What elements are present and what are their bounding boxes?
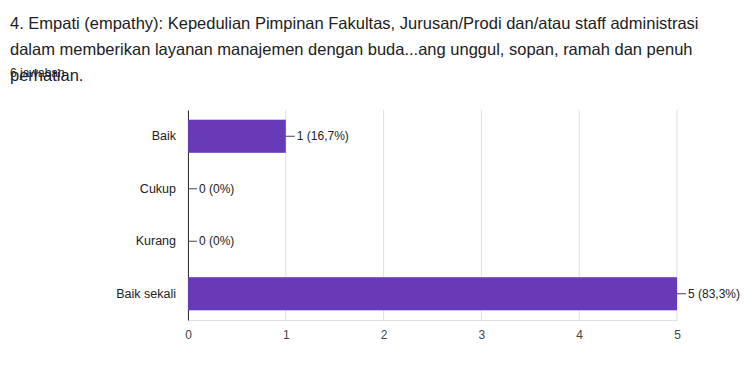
y-tick-label: Cukup [140,182,176,196]
x-axis-line [189,320,678,321]
x-tick-label: 4 [576,328,583,342]
title: 4. Empati (empathy): Kepedulian Pimpinan… [10,10,746,88]
x-tick-label: 2 [381,328,388,342]
bar [188,120,286,153]
x-tick-label: 1 [283,328,290,342]
y-tick: Baik [152,129,188,143]
data-label: 5 (83,3%) [688,287,740,301]
x-tick: 0 [185,320,192,342]
data-label: 1 (16,7%) [297,129,349,143]
y-tick-label: Baik [152,129,177,143]
x-tick-label: 5 [674,328,681,342]
x-tick: 1 [283,320,290,342]
y-axis: Baik Cukup Kurang Baik sekali [116,111,188,321]
x-tick: 4 [576,320,583,342]
data-labels: 1 (16,7%) 0 (0%) 0 (0%) 5 (83,3%) [188,129,740,301]
chart: 0 1 2 3 4 5 Baik Cukup Kurang Baik sekali 1 (16,7%… [0,0,753,382]
bars [188,120,677,311]
subtitle: 6 jawaban [10,66,65,80]
label-leader [677,293,686,294]
x-tick: 3 [479,320,486,342]
x-tick-label: 3 [479,328,486,342]
label-leader [188,241,197,242]
data-label: 0 (0%) [199,234,234,248]
x-tick: 2 [381,320,388,342]
grid [188,110,677,320]
y-tick-label: Kurang [136,234,176,248]
y-tick: Cukup [140,182,188,196]
x-tick: 5 [674,320,681,342]
label-leader [188,188,197,189]
y-tick: Baik sekali [116,287,188,301]
x-axis: 0 1 2 3 4 5 [185,320,681,342]
x-tick-label: 0 [185,328,192,342]
label-leader [286,136,295,137]
bar [188,277,677,310]
y-tick-label: Baik sekali [116,287,176,301]
data-label: 0 (0%) [199,182,234,196]
y-tick: Kurang [136,234,188,248]
